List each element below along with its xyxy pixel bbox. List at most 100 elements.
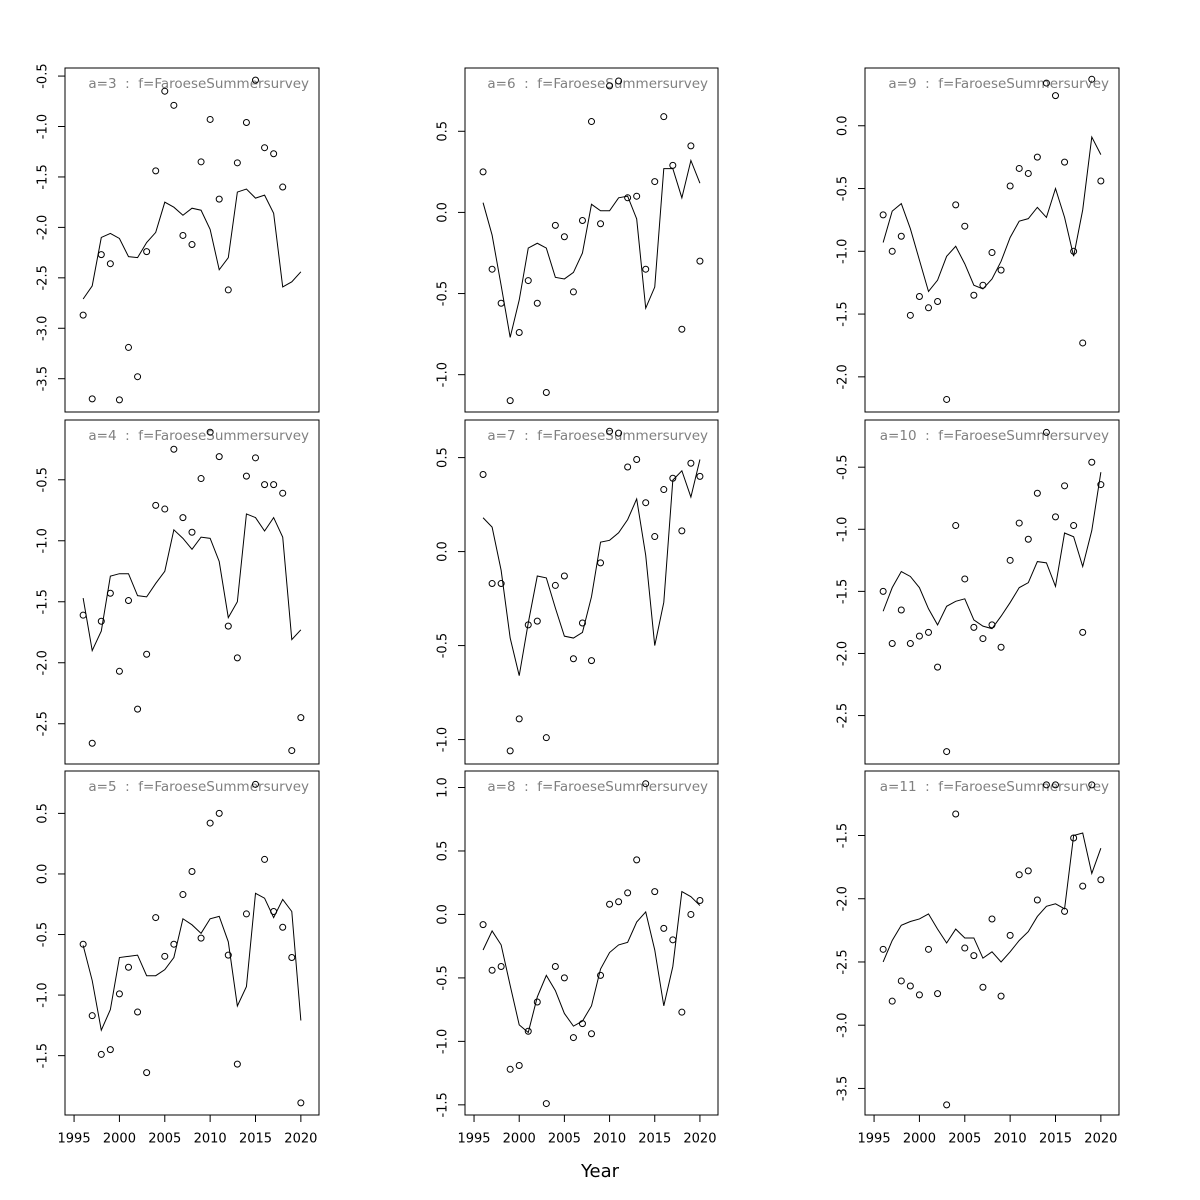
data-point: [897, 232, 905, 240]
y-tick-label: -3.5: [836, 1076, 851, 1101]
data-point: [696, 472, 704, 480]
data-point: [106, 1046, 114, 1054]
data-point: [297, 1099, 305, 1107]
data-point: [161, 952, 169, 960]
y-tick-label: -0.5: [36, 467, 51, 492]
data-point: [279, 489, 287, 497]
data-point: [624, 889, 632, 897]
data-point: [206, 115, 214, 123]
data-point: [533, 998, 541, 1006]
data-point: [979, 635, 987, 643]
data-point: [179, 891, 187, 899]
data-point: [1033, 896, 1041, 904]
data-point: [524, 277, 532, 285]
data-point: [678, 325, 686, 333]
y-tick-label: 0.0: [436, 904, 451, 925]
panel-title: a=11 : f=FaroeseSummersurvey: [880, 779, 1109, 795]
data-point: [615, 898, 623, 906]
panel-title: a=5 : f=FaroeseSummersurvey: [88, 779, 309, 795]
data-point: [678, 1008, 686, 1016]
x-tick-label: 2020: [284, 1132, 317, 1147]
data-point: [224, 951, 232, 959]
data-point: [261, 144, 269, 152]
y-tick-label: -1.5: [836, 823, 851, 848]
data-point: [961, 575, 969, 583]
data-point: [134, 705, 142, 713]
data-point: [533, 617, 541, 625]
data-point: [687, 142, 695, 150]
data-point: [161, 505, 169, 513]
data-point: [197, 934, 205, 942]
data-point: [979, 983, 987, 991]
x-tick-label: 2000: [503, 1132, 536, 1147]
data-point: [252, 780, 259, 788]
data-point: [1079, 339, 1087, 347]
data-point: [242, 118, 250, 126]
data-point: [1006, 182, 1014, 190]
plot-frame: [464, 419, 719, 765]
fitted-line: [482, 890, 701, 1034]
data-point: [97, 1050, 105, 1058]
data-point: [88, 739, 96, 747]
data-point: [997, 266, 1005, 274]
data-point: [879, 587, 887, 595]
data-point: [660, 924, 668, 932]
y-tick-label: -0.5: [836, 176, 851, 201]
plot-frame: [864, 419, 1120, 765]
x-tick-label: 2010: [994, 1132, 1027, 1147]
data-point: [624, 463, 632, 471]
data-point: [170, 445, 178, 453]
data-point: [897, 977, 905, 985]
fitted-line: [82, 188, 302, 300]
data-point: [288, 747, 296, 755]
data-point: [906, 982, 914, 990]
data-point: [633, 455, 641, 463]
panel-title: a=7 : f=FaroeseSummersurvey: [487, 428, 708, 444]
data-point: [252, 454, 259, 462]
data-point: [1052, 781, 1059, 789]
data-point: [597, 559, 605, 567]
y-tick-label: -1.5: [36, 589, 51, 614]
data-point: [242, 472, 250, 480]
data-point: [188, 528, 196, 536]
data-point: [578, 217, 586, 225]
data-point: [479, 921, 487, 929]
y-tick-label: -1.5: [836, 301, 851, 326]
data-point: [143, 248, 151, 256]
data-point: [624, 194, 632, 202]
data-point: [224, 286, 232, 294]
data-point: [642, 265, 650, 273]
x-tick-label: 2005: [948, 1132, 981, 1147]
fitted-line: [882, 472, 1102, 630]
data-point: [197, 475, 205, 483]
data-point: [179, 514, 187, 522]
data-point: [642, 780, 650, 788]
data-point: [170, 940, 178, 948]
data-point: [1070, 522, 1078, 530]
data-point: [925, 304, 932, 312]
data-point: [934, 663, 942, 671]
fitted-line: [482, 459, 701, 676]
data-point: [915, 632, 923, 640]
data-point: [1015, 519, 1023, 527]
data-point: [288, 954, 296, 962]
data-point: [152, 501, 160, 509]
data-point: [215, 809, 223, 817]
data-point: [206, 819, 214, 827]
data-point: [488, 265, 496, 273]
y-tick-label: 0.0: [36, 864, 51, 885]
data-point: [961, 222, 969, 230]
data-point: [642, 499, 650, 507]
data-point: [952, 201, 960, 209]
x-tick-label: 1995: [457, 1132, 490, 1147]
data-point: [1042, 781, 1050, 789]
y-tick-label: -2.5: [836, 949, 851, 974]
data-point: [651, 178, 659, 186]
data-point: [233, 1060, 241, 1068]
data-point: [696, 257, 704, 265]
x-tick-label: 1995: [58, 1132, 91, 1147]
y-tick-label: -1.0: [436, 727, 451, 752]
data-point: [488, 580, 496, 588]
data-point: [888, 640, 896, 648]
data-point: [588, 118, 595, 126]
